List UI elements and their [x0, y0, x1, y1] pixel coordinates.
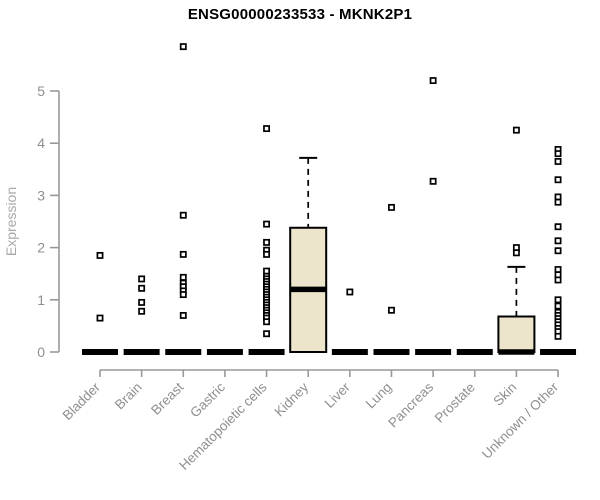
chart-title: ENSG00000233533 - MKNK2P1 [187, 6, 413, 23]
x-tick-label: Gastric [187, 379, 228, 420]
outlier-point [388, 203, 395, 211]
y-tick-label: 1 [37, 292, 45, 308]
outlier-point [263, 318, 271, 326]
outlier-point [263, 330, 271, 338]
flat-box [540, 349, 577, 355]
y-tick-label: 3 [37, 187, 45, 203]
outlier-point [554, 276, 562, 284]
outlier-point [179, 250, 187, 258]
x-tick-label: Bladder [60, 379, 104, 423]
outlier-point [96, 251, 104, 259]
outlier-point [138, 275, 146, 283]
flat-box [165, 349, 202, 355]
outlier-point [429, 177, 437, 185]
outlier-point [179, 211, 187, 219]
y-tick-label: 4 [37, 135, 45, 151]
outlier-point [512, 249, 520, 257]
y-tick-label: 2 [37, 240, 45, 256]
outlier-point [554, 296, 562, 304]
x-tick-label: Unknown / Other [479, 379, 562, 462]
outlier-point [138, 284, 146, 292]
flat-box [248, 349, 285, 355]
outlier-point [554, 332, 562, 340]
outlier-point [263, 125, 271, 133]
flat-box [206, 349, 243, 355]
outlier-point [179, 291, 187, 299]
flat-box [456, 349, 493, 355]
outlier-point [263, 250, 271, 258]
y-tick-label: 0 [37, 344, 45, 360]
box [497, 315, 536, 353]
flat-box [415, 349, 452, 355]
x-tick-label: Kidney [272, 379, 312, 419]
x-tick-label: Liver [322, 379, 354, 411]
outlier-point [138, 307, 146, 315]
outlier-point [554, 176, 562, 184]
outlier-point [554, 198, 562, 206]
outlier-point [263, 220, 271, 228]
flat-box [373, 349, 410, 355]
x-tick-label: Brain [112, 380, 145, 413]
flat-box [331, 349, 368, 355]
outlier-point [512, 126, 520, 134]
outlier-point [429, 77, 437, 85]
y-tick-label: 5 [37, 83, 45, 99]
outlier-point [179, 273, 187, 281]
x-tick-label: Breast [148, 379, 186, 417]
outlier-point [554, 302, 562, 310]
outlier-point [96, 314, 104, 322]
x-tick-label: Lung [363, 380, 395, 412]
x-tick-label: Prostate [432, 380, 478, 426]
outlier-point [179, 43, 187, 51]
x-tick-label: Skin [490, 380, 519, 409]
outlier-point [346, 288, 354, 296]
outlier-point [388, 306, 395, 314]
flat-box [123, 349, 160, 355]
flat-box [82, 349, 118, 355]
outlier-point [179, 312, 187, 319]
outlier-point [554, 223, 562, 231]
y-axis-title: Expression [3, 187, 19, 256]
outlier-point [263, 238, 271, 246]
x-tick-label: Pancreas [385, 379, 436, 430]
outlier-point [554, 150, 562, 158]
outlier-point [554, 158, 562, 165]
outlier-point [554, 237, 562, 245]
outlier-point [554, 247, 562, 255]
outlier-point [138, 298, 146, 306]
